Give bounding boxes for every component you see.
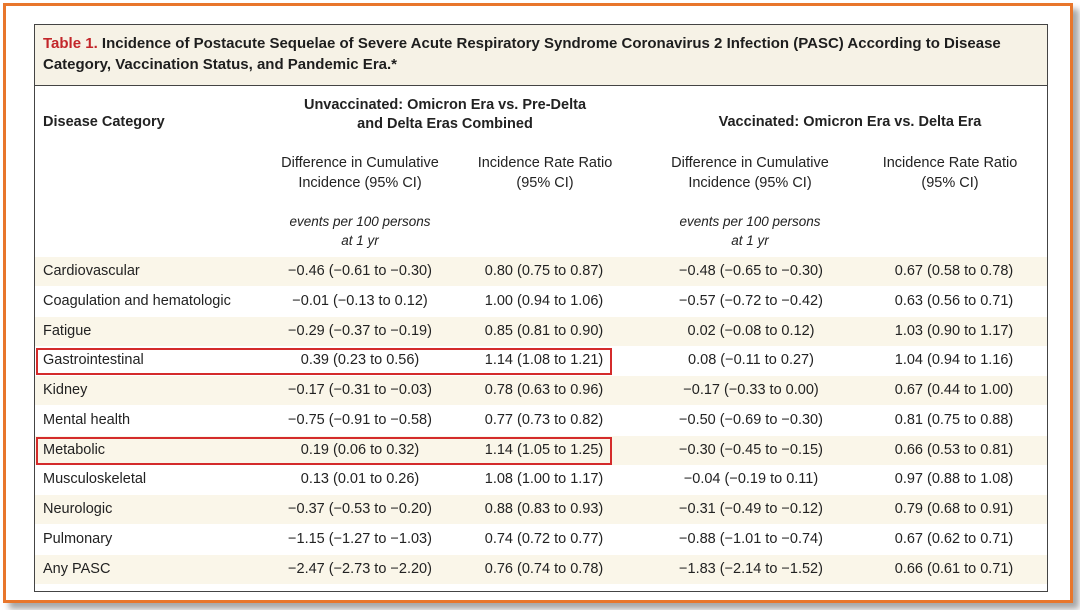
vax-irr-cell: 0.66 (0.61 to 0.71) (894, 561, 1014, 577)
highlight-box-gastrointestinal (36, 348, 612, 375)
table-title-bar: Table 1. Incidence of Postacute Sequelae… (35, 25, 1047, 86)
unvax-diff-cell: −0.17 (−0.31 to −0.03) (288, 382, 432, 398)
row-name: Cardiovascular (43, 263, 140, 279)
highlight-box-metabolic (36, 437, 612, 465)
unvax-irr-cell: 0.88 (0.83 to 0.93) (484, 501, 604, 517)
unvax-irr-cell: 0.74 (0.72 to 0.77) (484, 531, 604, 547)
row-name: Kidney (43, 382, 88, 398)
figure-frame: Table 1. Incidence of Postacute Sequelae… (3, 3, 1073, 603)
vax-diff-cell: −0.17 (−0.33 to 0.00) (683, 382, 819, 398)
unvax-diff-cell: −0.37 (−0.53 to −0.20) (288, 501, 432, 517)
vax-diff-cell: −0.88 (−1.01 to −0.74) (679, 531, 823, 547)
vax-diff-cell: −0.50 (−0.69 to −0.30) (679, 412, 823, 428)
vax-irr-cell: 0.63 (0.56 to 0.71) (894, 293, 1014, 309)
vax-diff-cell: 0.08 (−0.11 to 0.27) (688, 352, 814, 368)
header-unvax-diff: Difference in Cumulative Incidence (95% … (281, 155, 439, 191)
vax-diff-cell: −0.48 (−0.65 to −0.30) (679, 263, 823, 279)
row-name: Neurologic (43, 501, 113, 517)
header-group-unvaccinated: Unvaccinated: Omicron Era vs. Pre-Delta … (303, 97, 587, 132)
table-row: Mental health −0.75 (−0.91 to −0.58) 0.7… (35, 406, 1047, 435)
vax-diff-cell: 0.02 (−0.08 to 0.12) (687, 323, 815, 339)
vax-diff-cell: −0.57 (−0.72 to −0.42) (679, 293, 823, 309)
table-row: Fatigue −0.29 (−0.37 to −0.19) 0.85 (0.8… (35, 317, 1047, 346)
units-unvax-line1: events per 100 persons (289, 214, 431, 229)
unvax-irr-cell: 1.00 (0.94 to 1.06) (484, 293, 604, 309)
table-row: Gastrointestinal 0.39 (0.23 to 0.56) 1.1… (35, 346, 1047, 375)
unvax-diff-cell: −0.75 (−0.91 to −0.58) (288, 412, 432, 428)
header-vax-irr: Incidence Rate Ratio (95% CI) (882, 155, 1018, 191)
unvax-irr-cell: 1.14 (1.05 to 1.25) (484, 442, 604, 458)
row-name: Pulmonary (43, 531, 113, 547)
units-vax-line1: events per 100 persons (679, 214, 821, 229)
header-group-vaccinated: Vaccinated: Omicron Era vs. Delta Era (718, 114, 982, 130)
vax-irr-cell: 0.97 (0.88 to 1.08) (894, 471, 1014, 487)
unvax-diff-cell: −2.47 (−2.73 to −2.20) (288, 561, 432, 577)
vax-diff-cell: −1.83 (−2.14 to −1.52) (679, 561, 823, 577)
unvax-irr-cell: 0.77 (0.73 to 0.82) (484, 412, 604, 428)
vax-irr-cell: 0.66 (0.53 to 0.81) (894, 442, 1014, 458)
table-title: Table 1. Incidence of Postacute Sequelae… (43, 33, 1033, 75)
units-vax: events per 100 persons at 1 yr (650, 212, 850, 250)
unvax-diff-cell: −0.46 (−0.61 to −0.30) (288, 263, 432, 279)
row-name: Coagulation and hematologic (43, 293, 231, 309)
unvax-irr-cell: 1.14 (1.08 to 1.21) (484, 352, 604, 368)
row-name: Musculoskeletal (43, 471, 147, 487)
table-row: Coagulation and hematologic −0.01 (−0.13… (35, 287, 1047, 316)
units-unvax: events per 100 persons at 1 yr (260, 212, 460, 250)
table-row: Neurologic −0.37 (−0.53 to −0.20) 0.88 (… (35, 495, 1047, 524)
units-vax-line2: at 1 yr (731, 233, 769, 248)
vax-irr-cell: 0.67 (0.62 to 0.71) (894, 531, 1014, 547)
vax-irr-cell: 0.67 (0.58 to 0.78) (894, 263, 1014, 279)
unvax-irr-cell: 0.85 (0.81 to 0.90) (484, 323, 604, 339)
row-name: Fatigue (43, 323, 92, 339)
table-row: Musculoskeletal 0.13 (0.01 to 0.26) 1.08… (35, 465, 1047, 494)
table-row: Pulmonary −1.15 (−1.27 to −1.03) 0.74 (0… (35, 525, 1047, 554)
units-unvax-line2: at 1 yr (341, 233, 379, 248)
unvax-diff-cell: −0.01 (−0.13 to 0.12) (292, 293, 428, 309)
row-name: Metabolic (43, 442, 106, 458)
header-disease-category: Disease Category (43, 114, 165, 130)
vax-irr-cell: 0.79 (0.68 to 0.91) (894, 501, 1014, 517)
row-name: Gastrointestinal (43, 352, 144, 368)
vax-irr-cell: 0.81 (0.75 to 0.88) (894, 412, 1014, 428)
table-label: Table 1. (43, 35, 98, 52)
vax-diff-cell: −0.04 (−0.19 to 0.11) (683, 471, 819, 487)
row-name: Any PASC (43, 561, 111, 577)
unvax-irr-cell: 1.08 (1.00 to 1.17) (484, 471, 604, 487)
table-row: Any PASC −2.47 (−2.73 to −2.20) 0.76 (0.… (35, 555, 1047, 584)
header-vax-diff: Difference in Cumulative Incidence (95% … (671, 155, 829, 191)
vax-irr-cell: 1.04 (0.94 to 1.16) (894, 352, 1014, 368)
table-row: Metabolic 0.19 (0.06 to 0.32) 1.14 (1.05… (35, 436, 1047, 465)
table-row: Kidney −0.17 (−0.31 to −0.03) 0.78 (0.63… (35, 376, 1047, 405)
unvax-diff-cell: 0.39 (0.23 to 0.56) (300, 352, 420, 368)
vax-diff-cell: −0.31 (−0.49 to −0.12) (679, 501, 823, 517)
vax-diff-cell: −0.30 (−0.45 to −0.15) (679, 442, 823, 458)
vax-irr-cell: 1.03 (0.90 to 1.17) (894, 323, 1014, 339)
unvax-diff-cell: 0.13 (0.01 to 0.26) (300, 471, 420, 487)
unvax-irr-cell: 0.76 (0.74 to 0.78) (484, 561, 604, 577)
unvax-irr-cell: 0.78 (0.63 to 0.96) (484, 382, 604, 398)
header-unvax-irr: Incidence Rate Ratio (95% CI) (477, 155, 613, 191)
table-panel: Table 1. Incidence of Postacute Sequelae… (34, 24, 1048, 592)
unvax-diff-cell: −0.29 (−0.37 to −0.19) (288, 323, 432, 339)
unvax-irr-cell: 0.80 (0.75 to 0.87) (484, 263, 604, 279)
unvax-diff-cell: −1.15 (−1.27 to −1.03) (288, 531, 432, 547)
vax-irr-cell: 0.67 (0.44 to 1.00) (894, 382, 1014, 398)
row-name: Mental health (43, 412, 131, 428)
unvax-diff-cell: 0.19 (0.06 to 0.32) (300, 442, 420, 458)
table-row: Cardiovascular −0.46 (−0.61 to −0.30) 0.… (35, 257, 1047, 286)
table-title-text: Incidence of Postacute Sequelae of Sever… (43, 35, 1001, 73)
